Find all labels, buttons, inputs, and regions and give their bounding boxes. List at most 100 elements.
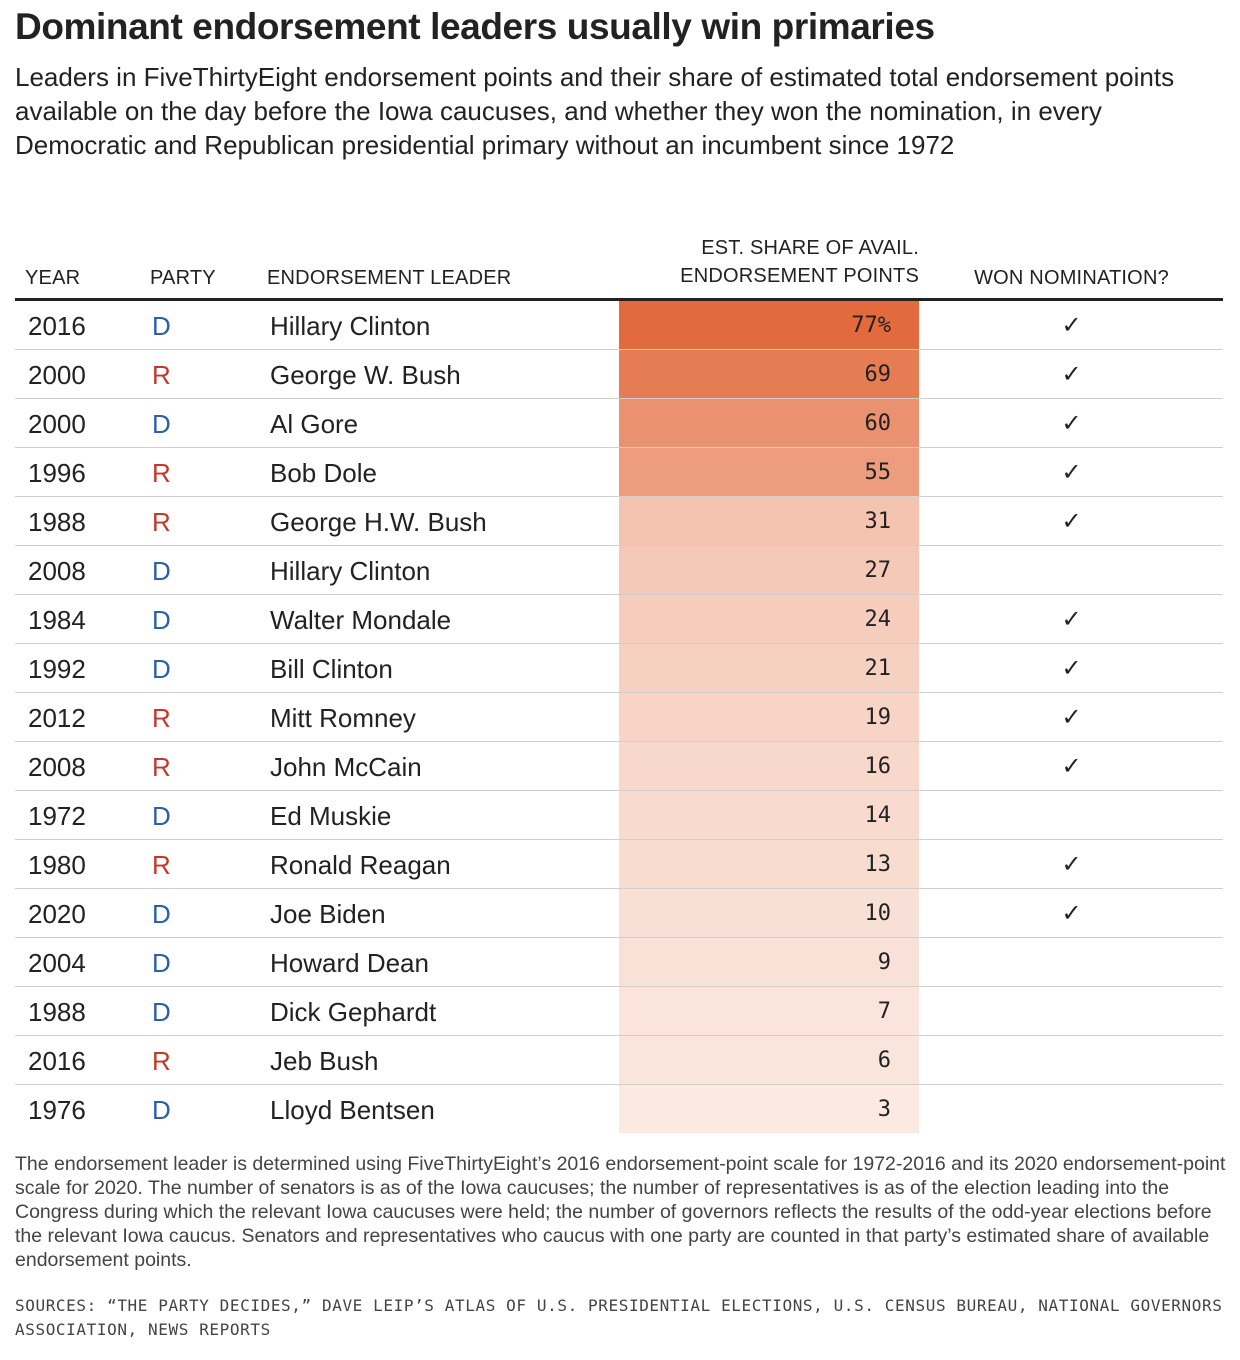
cell-share: 7 <box>619 987 919 1035</box>
cell-share: 16 <box>619 742 919 790</box>
table-row: 1988 R George H.W. Bush 31 ✓ <box>15 497 1223 546</box>
cell-won-empty <box>940 938 1203 986</box>
cell-year: 1988 <box>28 507 86 537</box>
column-header-won: WON NOMINATION? <box>974 267 1169 289</box>
cell-party: D <box>152 948 171 978</box>
cell-leader: Dick Gephardt <box>270 997 437 1027</box>
table-row: 1992 D Bill Clinton 21 ✓ <box>15 644 1223 693</box>
cell-leader: Mitt Romney <box>270 703 416 733</box>
table-row: 2008 D Hillary Clinton 27 <box>15 546 1223 595</box>
check-icon: ✓ <box>1061 704 1082 731</box>
cell-share: 6 <box>619 1036 919 1084</box>
endorsement-table: YEAR PARTY ENDORSEMENT LEADER EST. SHARE… <box>15 232 1223 1133</box>
check-icon: ✓ <box>1061 361 1082 388</box>
cell-leader: Hillary Clinton <box>270 556 431 586</box>
check-icon: ✓ <box>1061 655 1082 682</box>
cell-year: 2008 <box>28 556 86 586</box>
cell-party: R <box>152 458 171 488</box>
cell-won-empty <box>940 987 1203 1035</box>
cell-party: R <box>152 1046 171 1076</box>
table-row: 1988 D Dick Gephardt 7 <box>15 987 1223 1036</box>
cell-party: D <box>152 997 171 1027</box>
cell-share: 55 <box>619 448 919 496</box>
cell-party: D <box>152 1095 171 1125</box>
table-row: 1980 R Ronald Reagan 13 ✓ <box>15 840 1223 889</box>
check-icon: ✓ <box>1061 312 1082 339</box>
table-row: 2000 D Al Gore 60 ✓ <box>15 399 1223 448</box>
check-icon: ✓ <box>1061 508 1082 535</box>
table-row: 2016 D Hillary Clinton 77% ✓ <box>15 301 1223 350</box>
column-header-leader: ENDORSEMENT LEADER <box>267 267 512 289</box>
table-row: 2008 R John McCain 16 ✓ <box>15 742 1223 791</box>
check-icon: ✓ <box>1061 606 1082 633</box>
cell-leader: John McCain <box>270 752 422 782</box>
cell-share: 19 <box>619 693 919 741</box>
cell-share: 14 <box>619 791 919 839</box>
cell-won-empty <box>940 791 1203 839</box>
cell-year: 1992 <box>28 654 86 684</box>
sources-note: SOURCES: “THE PARTY DECIDES,” DAVE LEIP’… <box>15 1296 1223 1339</box>
cell-party: D <box>152 409 171 439</box>
table-body: 2016 D Hillary Clinton 77% ✓ 2000 R George W. B… <box>15 301 1223 1133</box>
cell-share: 24 <box>619 595 919 643</box>
cell-party: R <box>152 360 171 390</box>
cell-year: 1972 <box>28 801 86 831</box>
cell-party: D <box>152 556 171 586</box>
column-header-share-line1: EST. SHARE OF AVAIL. <box>701 237 919 259</box>
cell-party: R <box>152 850 171 880</box>
cell-share: 3 <box>619 1085 919 1133</box>
cell-share: 60 <box>619 399 919 447</box>
cell-leader: Bill Clinton <box>270 654 393 684</box>
cell-leader: Joe Biden <box>270 899 386 929</box>
check-icon: ✓ <box>1061 459 1082 486</box>
cell-party: D <box>152 311 171 341</box>
cell-year: 2008 <box>28 752 86 782</box>
table-row: 2020 D Joe Biden 10 ✓ <box>15 889 1223 938</box>
table-header: YEAR PARTY ENDORSEMENT LEADER EST. SHARE… <box>15 232 1223 301</box>
cell-year: 2000 <box>28 409 86 439</box>
cell-party: R <box>152 507 171 537</box>
cell-leader: Ronald Reagan <box>270 850 451 880</box>
footnote: The endorsement leader is determined usi… <box>15 1153 1226 1271</box>
table-row: 1976 D Lloyd Bentsen 3 <box>15 1085 1223 1133</box>
cell-leader: Al Gore <box>270 409 359 439</box>
table-row: 2012 R Mitt Romney 19 ✓ <box>15 693 1223 742</box>
cell-leader: Ed Muskie <box>270 801 392 831</box>
cell-year: 2016 <box>28 311 86 341</box>
cell-party: D <box>152 899 171 929</box>
cell-share: 9 <box>619 938 919 986</box>
cell-leader: Hillary Clinton <box>270 311 431 341</box>
column-header-year: YEAR <box>25 267 81 289</box>
cell-party: D <box>152 801 171 831</box>
cell-year: 2004 <box>28 948 86 978</box>
cell-leader: Howard Dean <box>270 948 429 978</box>
cell-party: D <box>152 605 171 635</box>
chart-subtitle: Leaders in FiveThirtyEight endorsement p… <box>15 62 1175 160</box>
cell-year: 1980 <box>28 850 86 880</box>
table-row: 2004 D Howard Dean 9 <box>15 938 1223 987</box>
cell-share: 69 <box>619 350 919 398</box>
cell-won-empty <box>940 1085 1203 1133</box>
cell-share: 27 <box>619 546 919 594</box>
check-icon: ✓ <box>1061 753 1082 780</box>
cell-party: R <box>152 703 171 733</box>
table-row: 1996 R Bob Dole 55 ✓ <box>15 448 1223 497</box>
cell-share: 31 <box>619 497 919 545</box>
cell-year: 2016 <box>28 1046 86 1076</box>
cell-leader: Jeb Bush <box>270 1046 379 1076</box>
cell-year: 2000 <box>28 360 86 390</box>
cell-share: 13 <box>619 840 919 888</box>
cell-leader: Bob Dole <box>270 458 377 488</box>
column-header-share-line2: ENDORSEMENT POINTS <box>680 265 919 287</box>
chart-title: Dominant endorsement leaders usually win… <box>15 6 935 47</box>
cell-leader: Lloyd Bentsen <box>270 1095 435 1125</box>
cell-leader: Walter Mondale <box>270 605 452 635</box>
cell-party: D <box>152 654 171 684</box>
check-icon: ✓ <box>1061 851 1082 878</box>
table-row: 1972 D Ed Muskie 14 <box>15 791 1223 840</box>
cell-year: 1976 <box>28 1095 86 1125</box>
cell-leader: George H.W. Bush <box>270 507 487 537</box>
cell-won-empty <box>940 1036 1203 1084</box>
column-header-share: EST. SHARE OF AVAIL. ENDORSEMENT POINTS <box>619 234 919 290</box>
cell-year: 1988 <box>28 997 86 1027</box>
